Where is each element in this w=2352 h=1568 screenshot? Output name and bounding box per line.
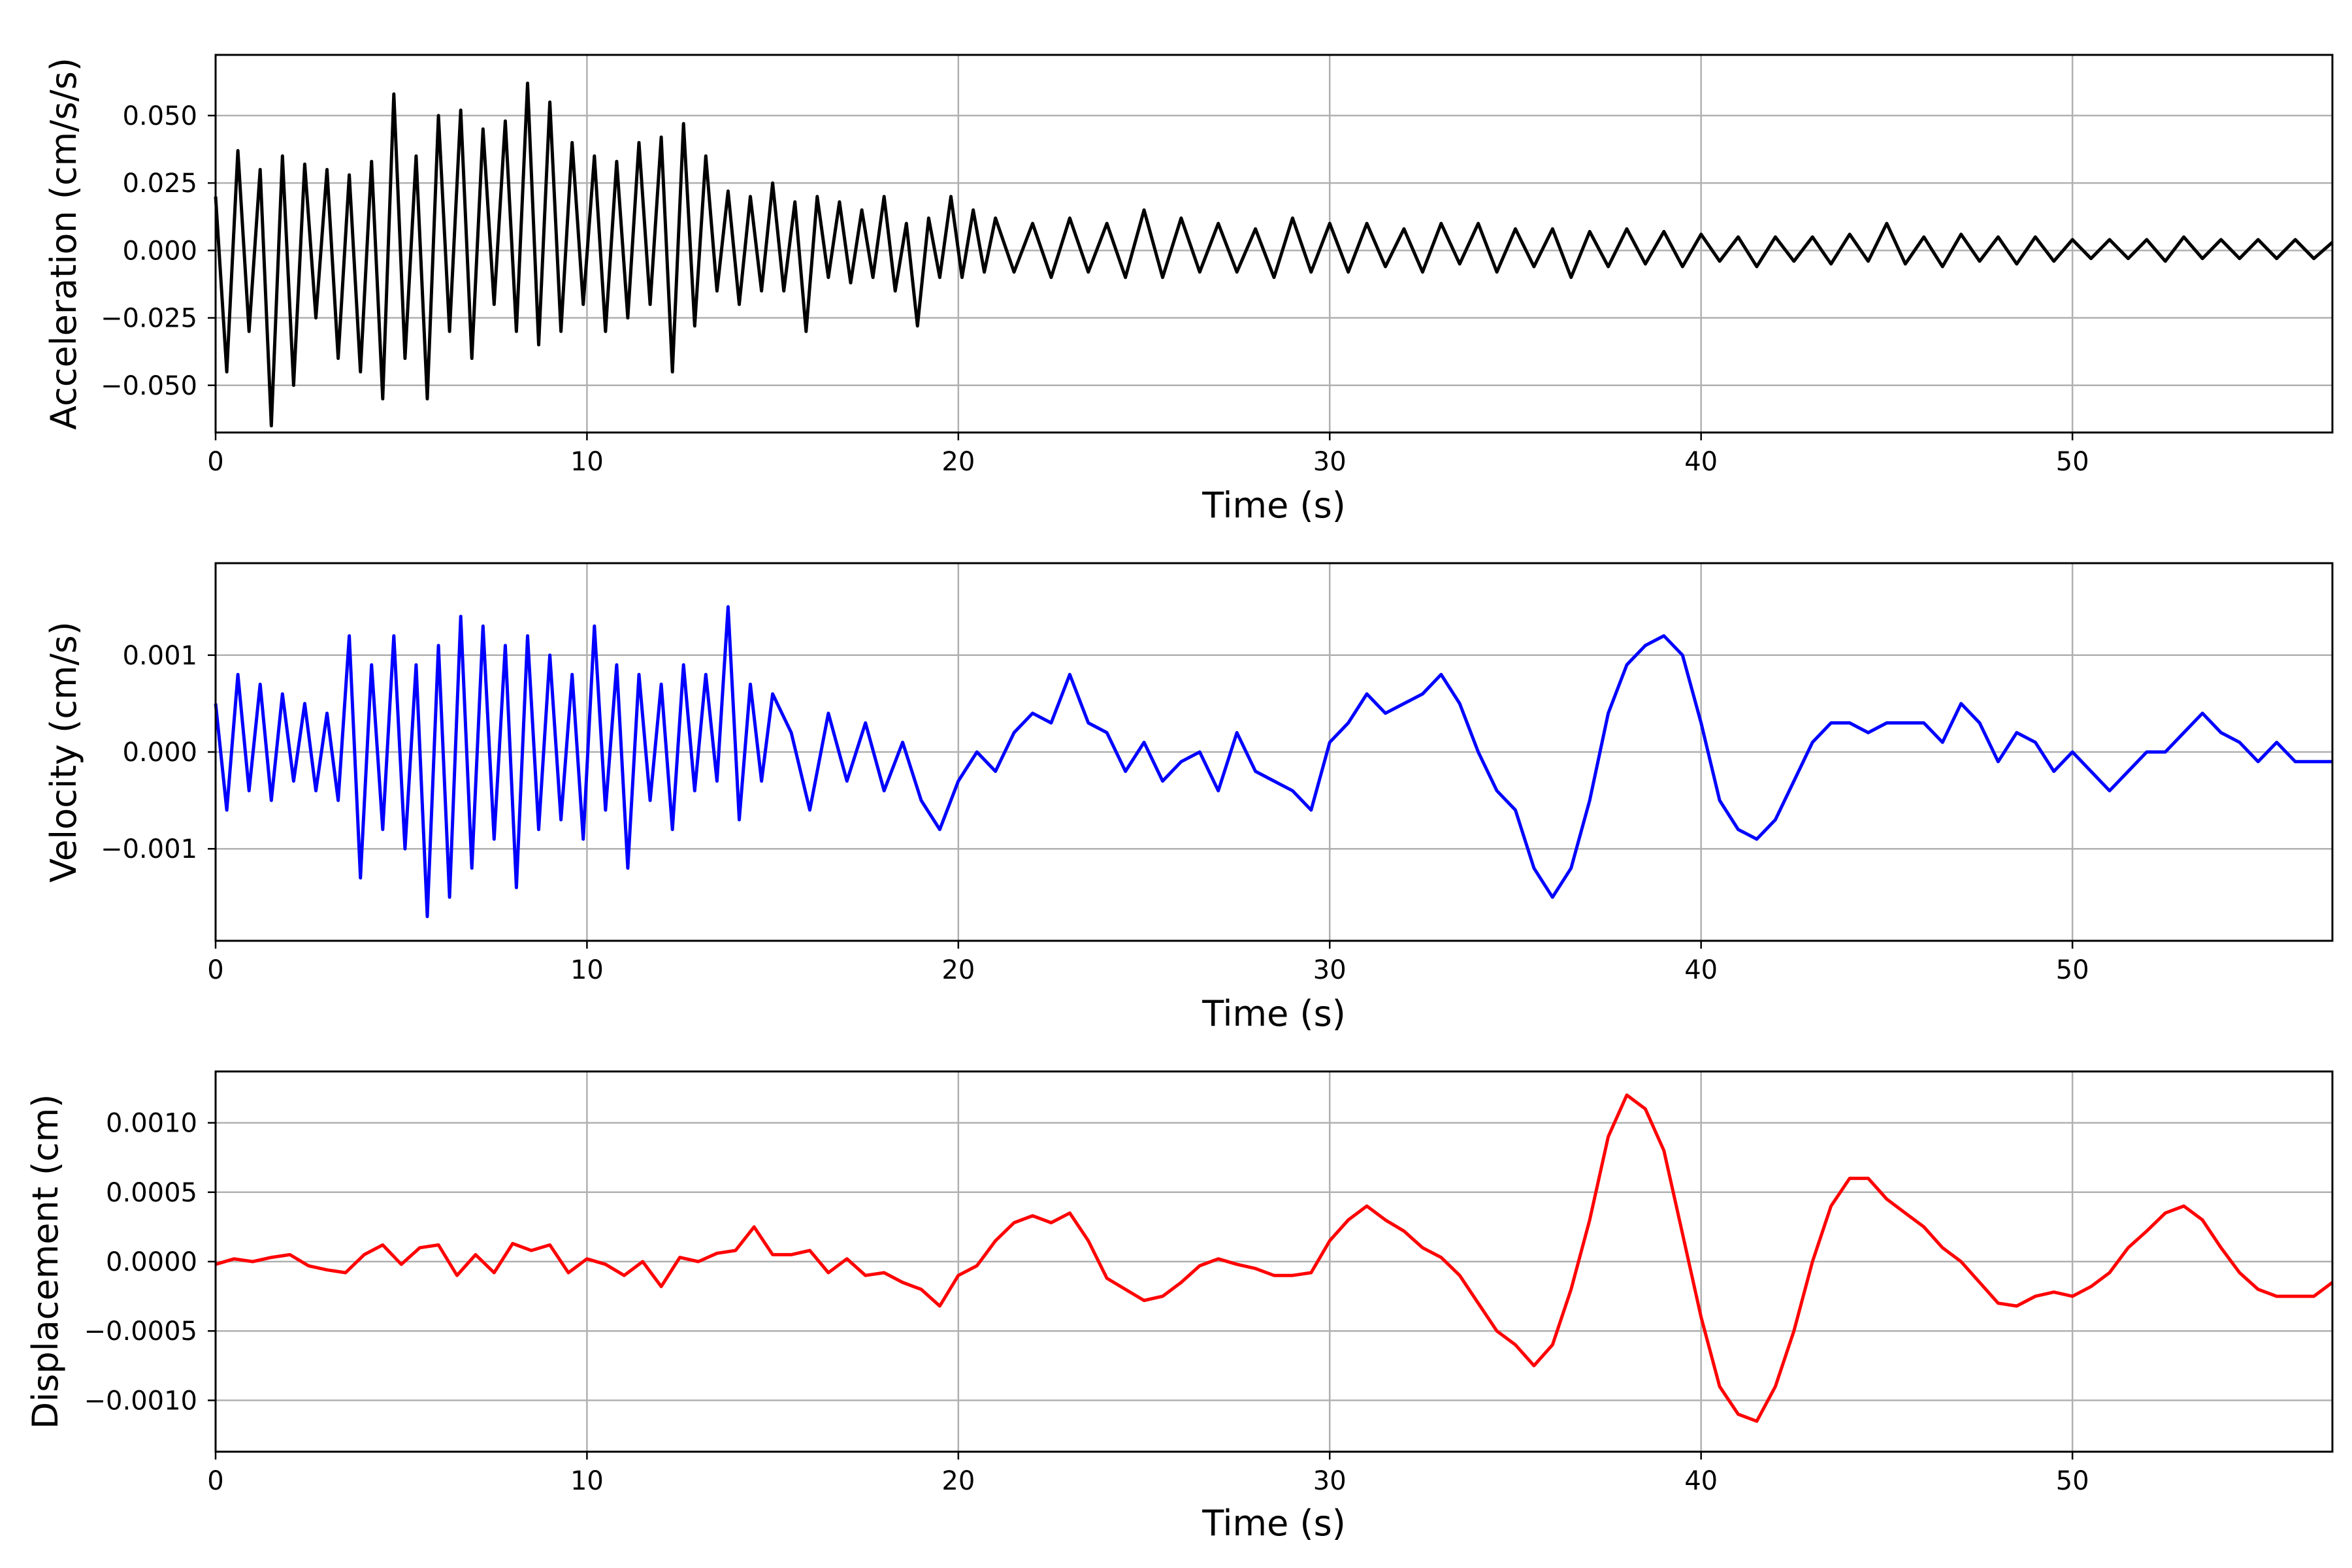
displacement-x-tick-label: 0 bbox=[207, 1466, 223, 1496]
displacement-y-tick-label: 0.0010 bbox=[106, 1109, 197, 1139]
displacement-x-axis-label: Time (s) bbox=[1201, 1503, 1346, 1544]
velocity-x-tick-label: 30 bbox=[1313, 955, 1347, 985]
velocity-y-axis-label: Velocity (cm/s) bbox=[43, 621, 84, 883]
acceleration-y-tick-label: −0.025 bbox=[101, 304, 197, 334]
acceleration-x-tick-label: 10 bbox=[570, 447, 604, 477]
acceleration-y-axis-label: Acceleration (cm/s/s) bbox=[43, 57, 84, 430]
velocity-y-tick-label: 0.001 bbox=[122, 641, 197, 671]
velocity-axes-frame bbox=[214, 562, 2334, 942]
velocity-y-tick-label: 0.000 bbox=[122, 738, 197, 768]
acceleration-series-line bbox=[214, 81, 2334, 428]
velocity-x-tick-label: 0 bbox=[207, 955, 223, 985]
velocity-grid bbox=[214, 563, 2332, 941]
displacement-y-tick-label: 0.0005 bbox=[106, 1178, 197, 1208]
displacement-y-tick-label: 0.0000 bbox=[106, 1247, 197, 1277]
velocity-x-tick-label: 20 bbox=[941, 955, 975, 985]
velocity-x-ticks: 0 10 20 30 40 50 bbox=[207, 941, 2089, 985]
acceleration-axes-frame bbox=[214, 54, 2334, 434]
acceleration-x-tick-label: 30 bbox=[1313, 447, 1347, 477]
velocity-x-tick-label: 50 bbox=[2056, 955, 2089, 985]
acceleration-x-tick-label: 50 bbox=[2056, 447, 2089, 477]
velocity-series-line bbox=[214, 605, 2332, 919]
displacement-plot-area bbox=[215, 1093, 2334, 1423]
velocity-x-tick-label: 40 bbox=[1684, 955, 1718, 985]
velocity-x-axis-label: Time (s) bbox=[1201, 993, 1346, 1034]
velocity-x-tick-label: 10 bbox=[570, 955, 604, 985]
acceleration-grid bbox=[214, 55, 2332, 433]
acceleration-y-ticks: −0.050 −0.025 0.000 0.025 0.050 bbox=[101, 101, 216, 401]
displacement-x-tick-label: 40 bbox=[1684, 1466, 1718, 1496]
velocity-y-ticks: −0.001 0.000 0.001 bbox=[101, 641, 216, 864]
acceleration-x-tick-label: 0 bbox=[207, 447, 223, 477]
displacement-y-ticks: −0.0010 −0.0005 0.0000 0.0005 0.0010 bbox=[84, 1109, 216, 1416]
displacement-y-tick-label: −0.0005 bbox=[84, 1316, 197, 1347]
displacement-x-tick-label: 30 bbox=[1313, 1466, 1347, 1496]
acceleration-x-tick-label: 20 bbox=[941, 447, 975, 477]
displacement-axes-frame bbox=[214, 1070, 2334, 1453]
acceleration-y-tick-label: 0.000 bbox=[122, 236, 197, 266]
acceleration-x-axis-label: Time (s) bbox=[1201, 485, 1346, 526]
displacement-x-tick-label: 10 bbox=[570, 1466, 604, 1496]
acceleration-y-tick-label: −0.050 bbox=[101, 371, 197, 401]
acceleration-x-ticks: 0 10 20 30 40 50 bbox=[207, 433, 2089, 477]
acceleration-y-tick-label: 0.025 bbox=[122, 169, 197, 199]
velocity-y-tick-label: −0.001 bbox=[101, 834, 197, 864]
acceleration-x-tick-label: 40 bbox=[1684, 447, 1718, 477]
displacement-x-tick-label: 50 bbox=[2056, 1466, 2089, 1496]
velocity-panel: 0 10 20 30 40 50 −0.001 0.000 0.001 Time (s) Ve… bbox=[43, 562, 2334, 1034]
displacement-y-axis-label: Displacement (cm) bbox=[25, 1094, 66, 1429]
displacement-series-line bbox=[215, 1093, 2334, 1423]
displacement-panel: 0 10 20 30 40 50 −0.0010 −0.0005 0.0000 0.0005 0.… bbox=[25, 1070, 2334, 1544]
acceleration-panel: 0 10 20 30 40 50 −0.050−0.0250.0000.0250.050 … bbox=[43, 54, 2334, 526]
displacement-x-ticks: 0 10 20 30 40 50 bbox=[207, 1452, 2089, 1496]
displacement-y-tick-label: −0.0010 bbox=[84, 1386, 197, 1416]
acceleration-y-tick-label: 0.050 bbox=[122, 101, 197, 131]
displacement-x-tick-label: 20 bbox=[941, 1466, 975, 1496]
displacement-grid bbox=[214, 1071, 2332, 1452]
velocity-plot-area bbox=[214, 605, 2332, 919]
acceleration-plot-area bbox=[214, 81, 2334, 428]
